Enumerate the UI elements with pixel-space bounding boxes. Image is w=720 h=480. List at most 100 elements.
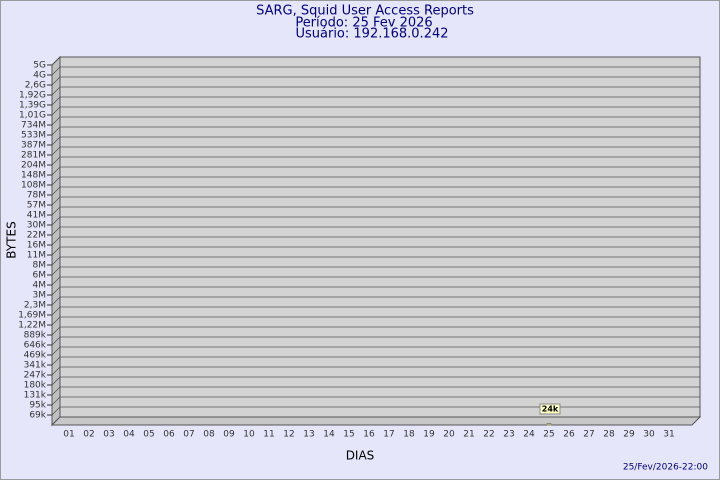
grid-line (51, 296, 700, 306)
grid-line (51, 196, 700, 206)
grid-line (51, 136, 700, 146)
x-tick-label: 18 (403, 430, 415, 440)
chart-title: SARG, Squid User Access Reports (256, 4, 474, 19)
grid-line (51, 276, 700, 286)
x-tick-label: 13 (303, 430, 314, 440)
bar (546, 423, 552, 426)
x-tick-label: 17 (383, 430, 394, 440)
y-tick-label: 8M (33, 261, 47, 271)
x-tick-label: 11 (263, 430, 274, 440)
grid-line (51, 406, 700, 416)
y-tick-label: 1,69M (18, 311, 46, 321)
grid-line (51, 176, 700, 186)
grid-line (51, 226, 700, 236)
y-tick-label: 4G (33, 71, 46, 81)
y-tick-label: 341k (24, 361, 47, 371)
x-tick-label: 06 (163, 430, 175, 440)
x-tick-label: 04 (123, 430, 135, 440)
y-tick-label: 22M (27, 231, 46, 241)
grid-line (51, 186, 700, 196)
grid-line (51, 126, 700, 136)
grid-line (51, 286, 700, 296)
grid-line (51, 366, 700, 376)
x-tick-label: 25 (543, 430, 554, 440)
y-tick-label: 734M (21, 121, 46, 131)
y-tick-label: 108M (21, 181, 46, 191)
x-tick-label: 01 (63, 430, 74, 440)
x-tick-label: 03 (103, 430, 114, 440)
grid-line (51, 166, 700, 176)
x-tick-label: 27 (583, 430, 594, 440)
y-tick-label: 2,6G (25, 81, 46, 91)
grid-line (51, 396, 700, 406)
grid-line (51, 56, 700, 66)
y-tick-label: 247k (24, 371, 47, 381)
grid-line (51, 376, 700, 386)
x-tick-label: 05 (143, 430, 154, 440)
y-tick-label: 16M (27, 241, 46, 251)
grid-line (51, 156, 700, 166)
y-tick-label: 6M (33, 271, 47, 281)
grid-line (51, 106, 700, 116)
grid-line (51, 346, 700, 356)
grid-line (51, 326, 700, 336)
grid-line (51, 216, 700, 226)
y-tick-label: 387M (21, 141, 46, 151)
y-tick-label: 11M (27, 251, 46, 261)
y-tick-label: 1,39G (19, 101, 46, 111)
grid-line (51, 316, 700, 326)
footer: 25/Fev/2026-22:00 (623, 463, 708, 473)
y-tick-label: 646k (24, 341, 47, 351)
x-tick-label: 15 (343, 430, 354, 440)
x-tick-label: 29 (623, 430, 635, 440)
y-tick-label: 131k (24, 391, 47, 401)
x-tick-label: 30 (643, 430, 655, 440)
y-tick-label: 469k (24, 351, 47, 361)
y-tick-label: 281M (21, 151, 46, 161)
grid-line (51, 386, 700, 396)
x-tick-label: 31 (663, 430, 674, 440)
value-label: 24k (542, 405, 559, 414)
grid-line (51, 146, 700, 156)
floor (50, 416, 702, 426)
x-tick-label: 21 (463, 430, 474, 440)
grid-line (51, 336, 700, 346)
y-tick-label: 1,92G (19, 91, 46, 101)
x-tick-label: 14 (323, 430, 335, 440)
value-label-box (539, 403, 561, 415)
y-tick-label: 69k (29, 411, 46, 421)
x-tick-label: 26 (563, 430, 575, 440)
x-tick-label: 23 (503, 430, 514, 440)
y-tick-label: 4M (33, 281, 47, 291)
grid-line (51, 116, 700, 126)
x-tick-label: 22 (483, 430, 494, 440)
y-tick-label: 180k (24, 381, 47, 391)
grid-line (51, 76, 700, 86)
x-tick-label: 10 (243, 430, 255, 440)
y-tick-label: 533M (21, 131, 46, 141)
grid-line (51, 256, 700, 266)
y-tick-label: 95k (29, 401, 46, 411)
y-axis-label: BYTES (5, 221, 19, 258)
y-tick-label: 2,3M (24, 301, 46, 311)
x-tick-label: 20 (443, 430, 455, 440)
x-tick-label: 19 (423, 430, 435, 440)
x-tick-label: 07 (183, 430, 194, 440)
x-tick-label: 16 (363, 430, 375, 440)
y-tick-label: 148M (21, 171, 46, 181)
subtitle: Usuário: 192.168.0.242 (295, 27, 448, 42)
grid-line (51, 206, 700, 216)
grid-line (51, 356, 700, 366)
grid-line (51, 86, 700, 96)
grid-line (51, 306, 700, 316)
y-tick-label: 889k (24, 331, 47, 341)
subtitle: Período: 25 Fev 2026 (295, 16, 432, 31)
x-tick-label: 08 (203, 430, 215, 440)
grid-line (51, 236, 700, 246)
x-axis-label: DIAS (346, 449, 375, 463)
y-tick-label: 41M (27, 211, 46, 221)
x-tick-label: 24 (523, 430, 535, 440)
y-tick-label: 5G (33, 61, 46, 71)
x-tick-label: 02 (83, 430, 94, 440)
